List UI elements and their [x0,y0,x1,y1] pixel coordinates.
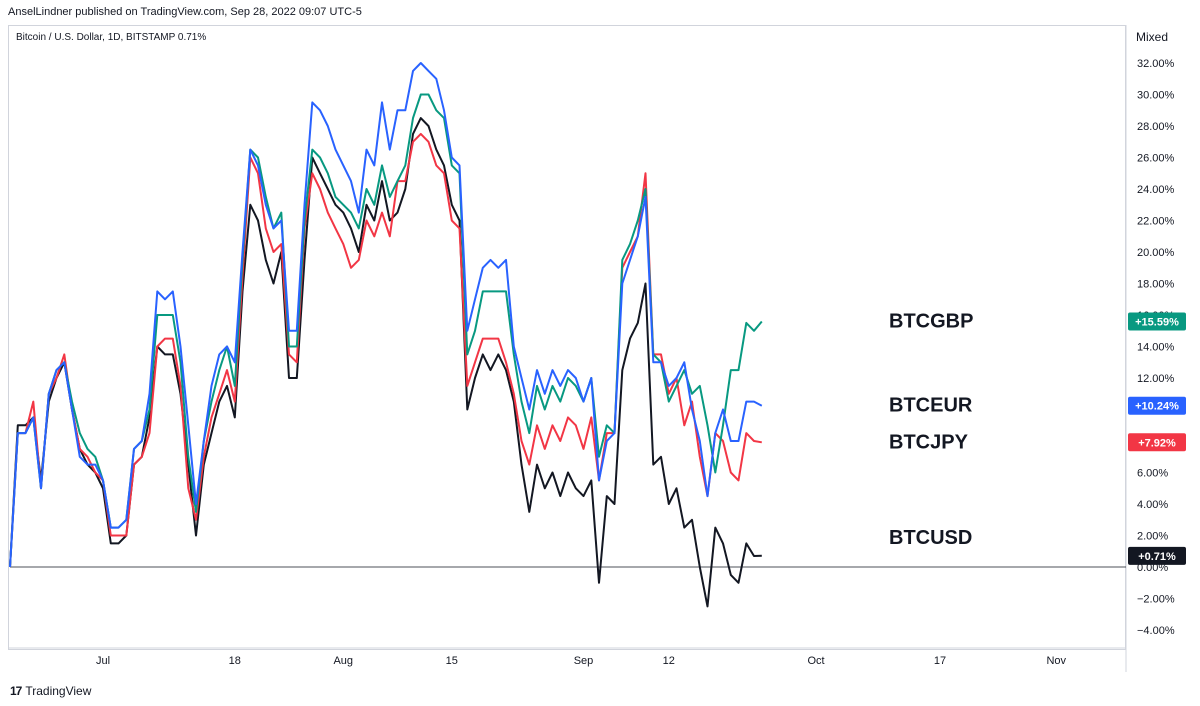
value-badge-btcjpy [1128,433,1186,452]
annotation-btcjpy: BTCJPY [889,431,969,453]
x-tick-label: Nov [1046,655,1066,667]
value-badge-label: +10.24% [1135,401,1179,413]
value-badge-btcusd [1128,546,1186,565]
y-tick-label: 24.00% [1137,184,1175,196]
series-line-btcusd[interactable] [9,117,762,608]
scale-mode-label[interactable]: Mixed [1136,30,1169,44]
x-tick-label: 18 [229,655,241,667]
y-tick-label: 30.00% [1137,90,1175,102]
value-badge-btcgbp [1128,312,1186,331]
x-tick-label: Sep [574,655,594,667]
annotation-btcgbp: BTCGBP [889,310,973,332]
x-tick-label: Aug [333,655,353,667]
x-tick-label: 12 [663,655,675,667]
y-tick-label: 28.00% [1137,121,1175,133]
x-tick-label: 17 [934,655,946,667]
brand-name: TradingView [25,684,92,698]
x-tick-label: Jul [96,655,110,667]
series-line-btcgbp[interactable] [9,93,763,568]
y-tick-label: 18.00% [1137,279,1175,291]
value-badge-label: +0.71% [1138,551,1176,563]
y-tick-label: 22.00% [1137,216,1175,228]
y-tick-label: 14.00% [1137,342,1175,354]
publish-info: AnselLindner published on TradingView.co… [8,6,362,18]
y-tick-label: 4.00% [1137,499,1168,511]
y-tick-label: 32.00% [1137,58,1175,70]
symbol-legend[interactable]: Bitcoin / U.S. Dollar, 1D, BITSTAMP 0.71… [16,32,207,43]
y-tick-label: 6.00% [1137,468,1168,480]
x-tick-label: Oct [807,655,824,667]
footer-branding[interactable]: 17 TradingView [10,684,91,698]
y-tick-label: 12.00% [1137,373,1175,385]
y-tick-label: 20.00% [1137,247,1175,259]
value-badge-label: +15.59% [1135,316,1179,328]
annotation-btceur: BTCEUR [889,395,973,417]
y-tick-label: 2.00% [1137,531,1168,543]
y-tick-label: −2.00% [1137,594,1175,606]
y-tick-label: 26.00% [1137,153,1175,165]
value-badge-btceur [1128,396,1186,415]
y-tick-label: −4.00% [1137,625,1175,637]
y-tick-label: 0.00% [1137,562,1168,574]
tradingview-logo-icon: 17 [10,684,22,698]
annotation-btcusd: BTCUSD [889,527,972,549]
value-badge-label: +7.92% [1138,437,1176,449]
x-tick-label: 15 [446,655,458,667]
series-line-btceur[interactable] [9,62,763,568]
